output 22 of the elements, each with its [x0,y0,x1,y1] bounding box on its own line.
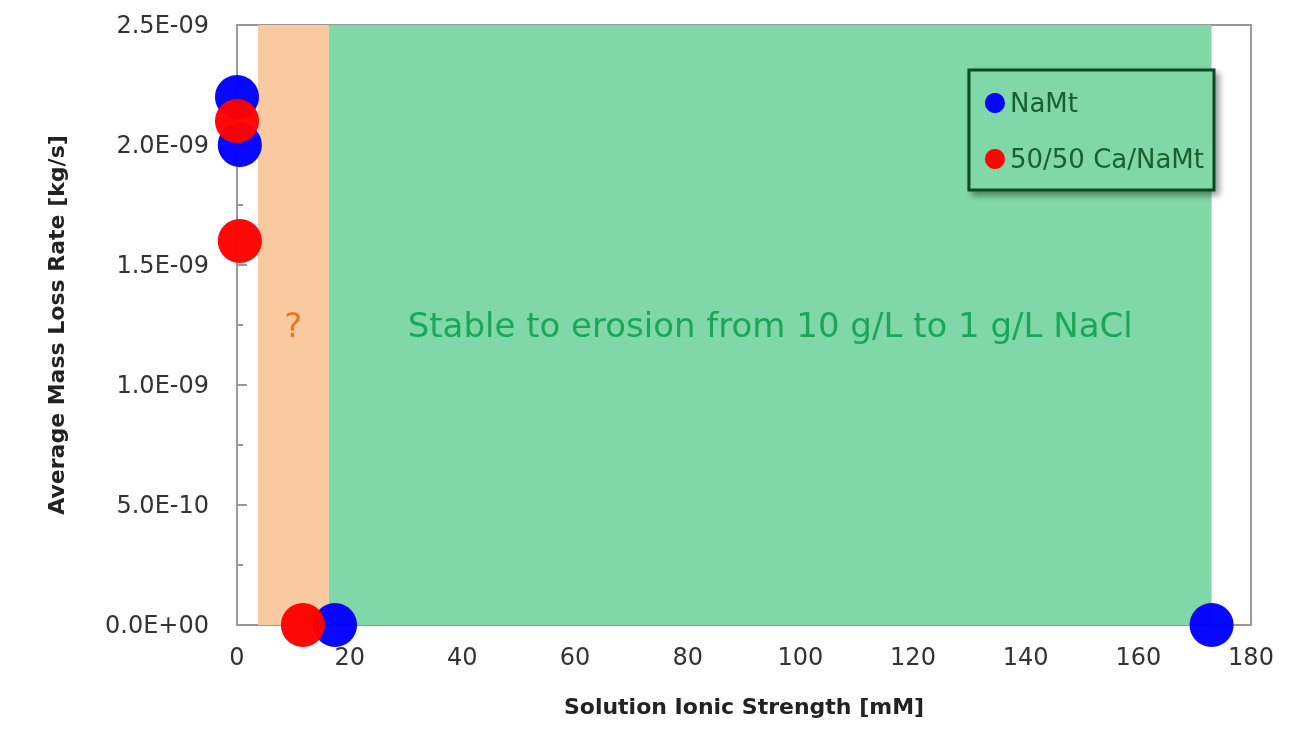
x-tick-label: 0 [229,643,245,671]
x-tick-label: 160 [1115,643,1162,671]
legend-label: 50/50 Ca/NaMt [1009,144,1205,174]
y-tick-label: 1.5E-09 [116,251,209,279]
y-tick-label: 0.0E+00 [105,611,209,639]
legend-label: NaMt [1009,88,1078,118]
x-axis-title: Solution Ionic Strength [mM] [563,693,925,719]
x-tick-label: 120 [890,643,936,671]
y-tick-label: 5.0E-10 [116,491,209,519]
x-tick-label: 180 [1228,643,1274,671]
x-tick-label: 60 [559,643,591,671]
y-tick-label: 2.5E-09 [116,11,209,39]
y-tick-label: 2.0E-09 [116,131,209,159]
band-label: ? [284,305,303,345]
x-tick-label: 80 [672,643,703,671]
x-tick-label: 20 [334,643,365,671]
x-tick-label: 140 [1002,643,1049,671]
x-tick-label: 40 [447,643,478,671]
y-axis-title: Average Mass Loss Rate [kg/s] [43,135,69,515]
band-label: Stable to erosion from 10 g/L to 1 g/L NaCl [407,305,1133,345]
x-tick-label: 100 [777,643,824,671]
y-tick-label: 1.0E-09 [116,371,209,399]
